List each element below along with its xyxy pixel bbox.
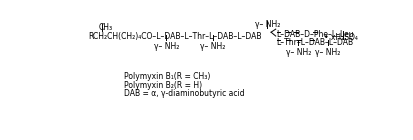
Text: γ– NH₂: γ– NH₂ (314, 48, 339, 57)
Text: γ– NH₂: γ– NH₂ (153, 42, 179, 51)
Text: γ– NH₂: γ– NH₂ (254, 20, 279, 29)
Text: L–DAB–D–Phe–L–Leu: L–DAB–D–Phe–L–Leu (276, 30, 353, 39)
Text: Polymyxin B₂(R = H): Polymyxin B₂(R = H) (123, 81, 202, 90)
Text: γ– NH₂: γ– NH₂ (200, 42, 225, 51)
Text: γ– NH₂: γ– NH₂ (285, 48, 310, 57)
Text: RCH₂CH(CH₂)₄CO–L–DAB–L–Thr–L–DAB–L–DAB: RCH₂CH(CH₂)₄CO–L–DAB–L–Thr–L–DAB–L–DAB (88, 32, 261, 41)
Text: Polymyxin B₁(R = CH₃): Polymyxin B₁(R = CH₃) (123, 72, 210, 81)
Text: • xH₂SO₄: • xH₂SO₄ (323, 33, 357, 42)
Text: CH₃: CH₃ (98, 23, 112, 32)
Text: L–Thr–L–DAB–L–DAB: L–Thr–L–DAB–L–DAB (276, 38, 353, 47)
Text: DAB = α, γ-diaminobutyric acid: DAB = α, γ-diaminobutyric acid (123, 89, 244, 98)
